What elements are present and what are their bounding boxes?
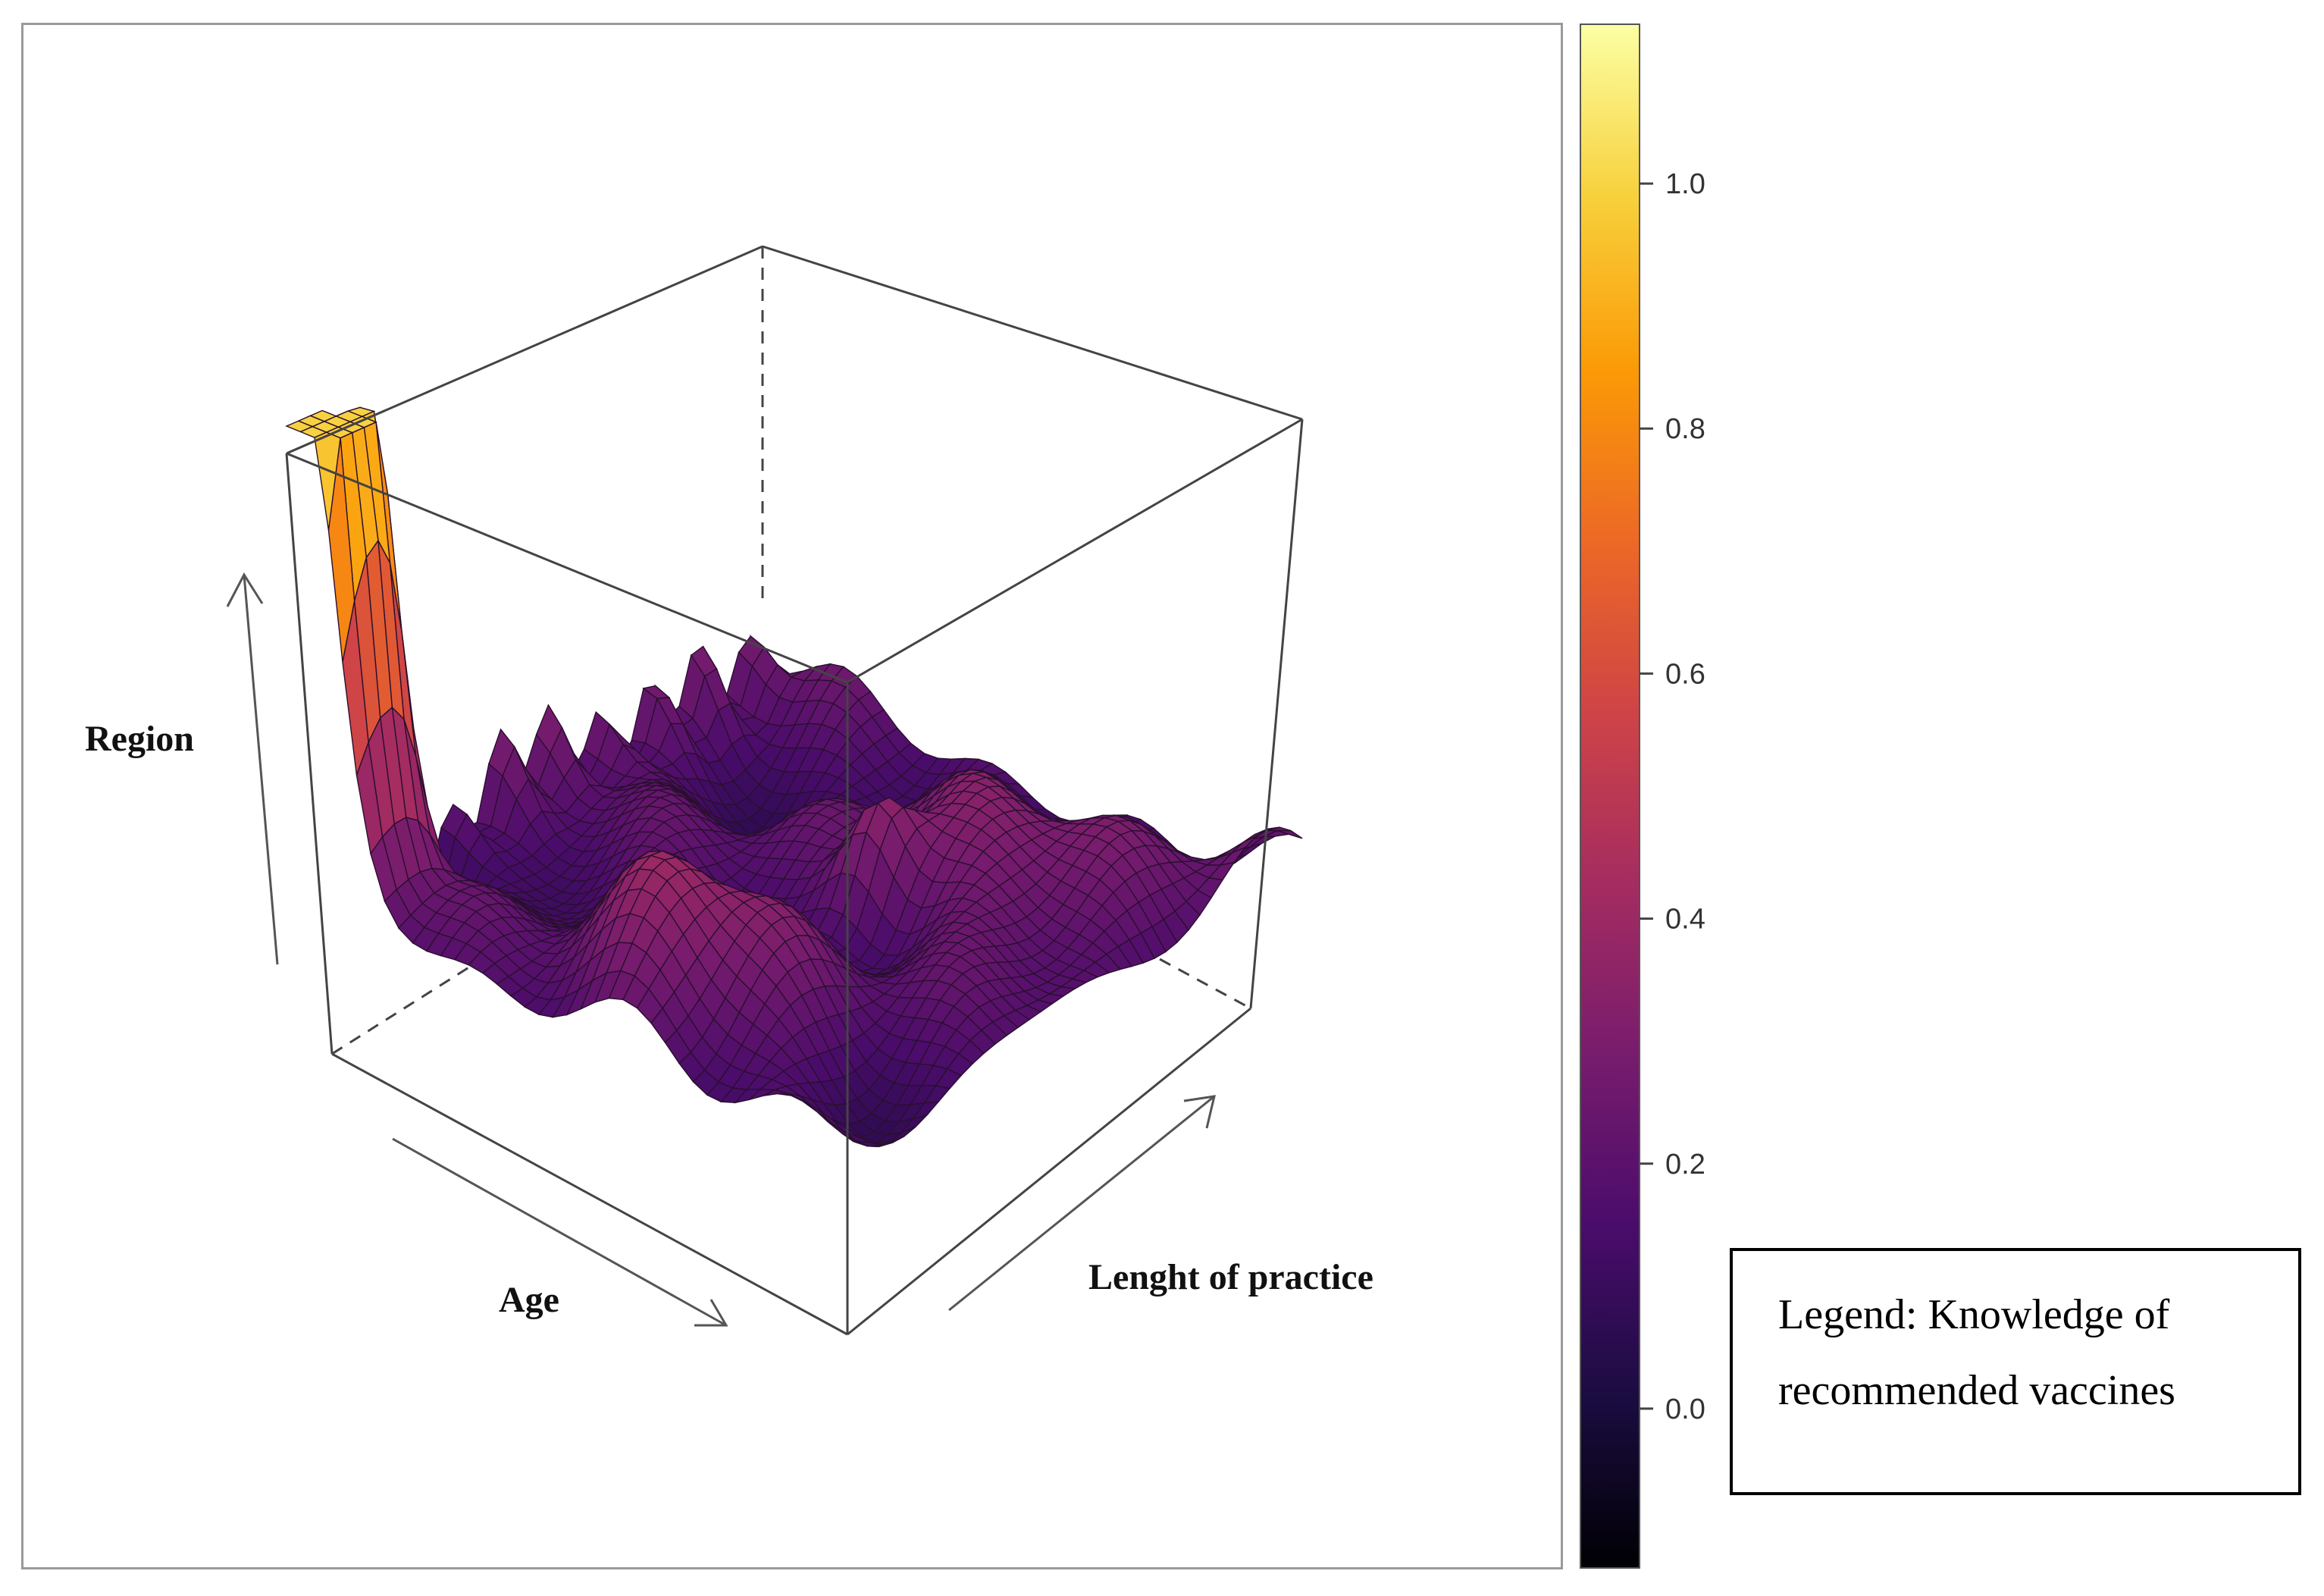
colorbar-tick-label: 1.0 xyxy=(1665,168,1705,200)
bottom-right-edge xyxy=(847,1007,1251,1336)
box-back-edges xyxy=(331,246,1251,1055)
back-right-floor-edge xyxy=(1159,958,1251,1010)
age-axis-label: Age xyxy=(499,1280,559,1320)
colorbar-tick-label: 0.6 xyxy=(1665,658,1705,690)
length-axis-arrow xyxy=(948,1095,1216,1312)
legend-line-2: recommended vaccines xyxy=(1778,1367,2175,1414)
region-axis-label: Region xyxy=(85,719,194,759)
left-vertical-edge xyxy=(285,453,334,1055)
surface-facet xyxy=(833,1120,860,1138)
region-axis-arrow xyxy=(226,572,279,965)
colorbar: 0.0 0.2 0.4 0.6 0.8 1.0 xyxy=(1580,24,1705,1569)
age-axis-arrow xyxy=(392,1137,728,1327)
legend-box: Legend: Knowledge of recommended vaccine… xyxy=(1730,1248,2301,1495)
top-front-left-edge xyxy=(286,452,848,684)
length-axis-label: Lenght of practice xyxy=(1088,1257,1373,1297)
bottom-left-edge xyxy=(331,1052,848,1336)
colorbar-tick-label: 0.4 xyxy=(1665,904,1705,936)
colorbar-gradient xyxy=(1580,24,1640,1569)
top-back-right-edge xyxy=(762,245,1303,421)
box-front-edges xyxy=(285,245,1304,1336)
surface-mesh xyxy=(285,406,1303,1148)
legend-line-1: Legend: Knowledge of xyxy=(1778,1291,2170,1338)
colorbar-tick-label: 0.8 xyxy=(1665,413,1705,445)
plot-frame xyxy=(21,23,1563,1569)
top-front-right-edge xyxy=(847,418,1303,684)
colorbar-tick-label: 0.2 xyxy=(1665,1149,1705,1181)
back-left-floor-edge xyxy=(331,965,471,1055)
colorbar-tick-label: 0.0 xyxy=(1665,1394,1705,1425)
top-back-left-edge xyxy=(286,245,763,455)
right-vertical-edge xyxy=(1249,419,1304,1009)
